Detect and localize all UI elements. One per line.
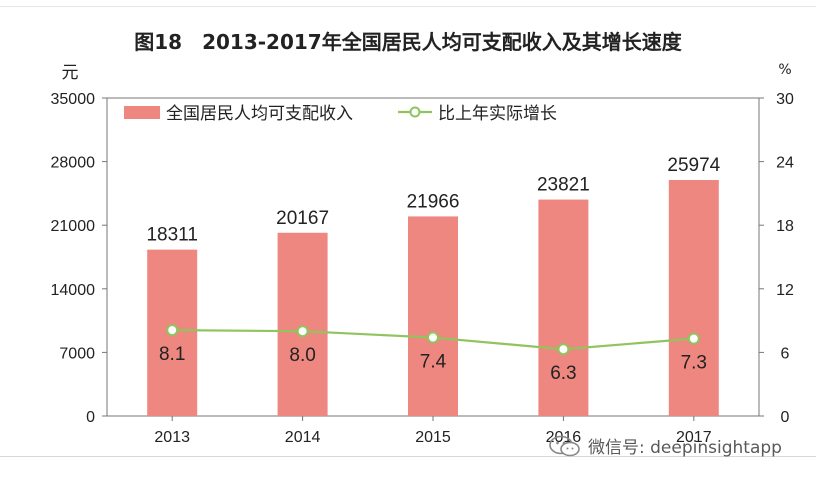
x-axis-tick-label: 2017 xyxy=(676,429,712,446)
legend-swatch-income xyxy=(124,106,160,119)
income-bar-label: 20167 xyxy=(276,208,329,229)
x-axis-tick-label: 2015 xyxy=(415,429,451,446)
watermark: 微信号: deepinsightapp xyxy=(548,433,782,458)
growth-point xyxy=(557,343,570,356)
x-axis-tick-label: 2013 xyxy=(154,429,190,446)
income-bar-label: 25974 xyxy=(667,155,720,176)
income-bar xyxy=(408,216,458,416)
growth-point xyxy=(166,324,179,337)
growth-point-label: 8.0 xyxy=(289,345,315,366)
legend-label-income: 全国居民人均可支配收入 xyxy=(166,104,353,124)
growth-point-label: 7.4 xyxy=(420,352,447,373)
growth-point-label: 7.3 xyxy=(681,353,707,374)
legend-marker-growth xyxy=(409,106,421,118)
growth-point-label: 6.3 xyxy=(550,363,576,384)
left-axis-tick-label: 21000 xyxy=(51,218,96,235)
left-axis-label: 元 xyxy=(62,63,79,83)
left-axis-tick-label: 28000 xyxy=(51,155,96,172)
watermark-text: 微信号: deepinsightapp xyxy=(588,438,782,458)
right-axis-tick-label: 30 xyxy=(776,91,794,108)
income-bar xyxy=(277,232,328,416)
left-axis-tick-label: 35000 xyxy=(51,91,96,108)
income-bar-label: 21966 xyxy=(407,191,460,212)
income-bar xyxy=(538,199,589,416)
chart-title: 图18 2013-2017年全国居民人均可支配收入及其增长速度 xyxy=(134,30,682,54)
left-axis-tick-label: 14000 xyxy=(51,282,96,299)
right-axis-tick-label: 24 xyxy=(776,155,794,172)
x-axis-tick-label: 2014 xyxy=(285,429,321,446)
bottom-divider xyxy=(0,456,816,457)
right-axis-tick-label: 6 xyxy=(781,345,790,362)
wechat-icon xyxy=(549,435,580,456)
income-bar xyxy=(668,180,719,416)
growth-point xyxy=(427,331,439,344)
income-bar-label: 18311 xyxy=(146,225,197,246)
left-axis-tick-label: 0 xyxy=(86,409,95,426)
income-bar-label: 23821 xyxy=(537,175,590,196)
right-axis-tick-label: 0 xyxy=(781,409,790,426)
growth-point-label: 8.1 xyxy=(159,344,185,365)
legend-label-growth: 比上年实际增长 xyxy=(438,104,557,124)
left-axis-tick-label: 7000 xyxy=(59,345,95,362)
growth-point xyxy=(687,332,700,345)
growth-point xyxy=(296,325,309,338)
top-divider xyxy=(0,6,816,7)
right-axis-tick-label: 18 xyxy=(776,218,794,235)
right-axis-tick-label: 12 xyxy=(776,282,794,299)
right-axis-label: % xyxy=(778,62,791,78)
